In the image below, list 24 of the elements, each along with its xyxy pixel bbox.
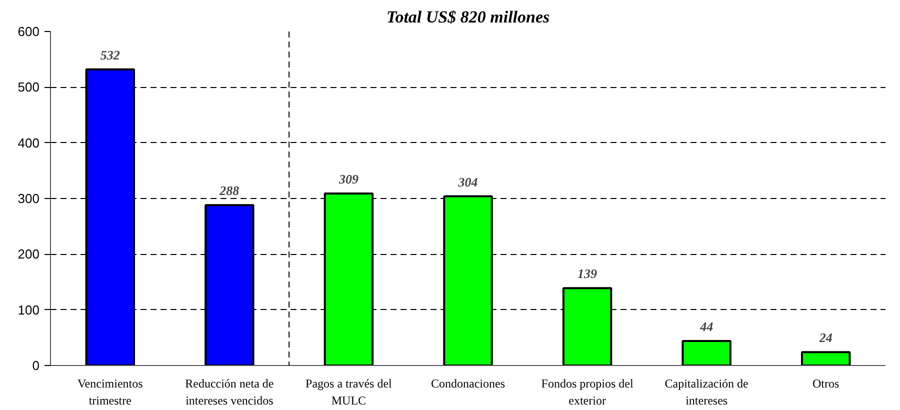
y-tick-label: 500 <box>18 80 40 95</box>
data-label: 309 <box>338 171 359 186</box>
data-label: 24 <box>818 330 833 346</box>
data-label: 139 <box>578 266 598 282</box>
data-label: 304 <box>457 174 478 190</box>
x-tick-label: Condonaciones <box>431 376 506 390</box>
data-label: 532 <box>100 47 120 62</box>
y-tick-label: 200 <box>18 246 40 262</box>
x-tick-label: Capitalización de intereses <box>664 376 748 408</box>
data-label: 44 <box>699 319 714 334</box>
data-label: 288 <box>218 183 240 198</box>
chart-title: Total US$ 820 millones <box>386 8 550 26</box>
x-tick-label: Reducción neta de intereses vencidos <box>185 376 274 408</box>
bar <box>801 351 851 366</box>
y-tick-label: 100 <box>18 302 40 318</box>
x-tick-label: Otros <box>812 376 840 390</box>
x-tick-label: Pagos a través del MULC <box>306 376 393 408</box>
y-tick-label: 300 <box>18 191 40 206</box>
bar <box>682 340 732 366</box>
y-tick-label: 600 <box>18 24 40 39</box>
x-tick-label: Fondos propios del exterior <box>541 376 634 408</box>
y-tick-label: 400 <box>18 135 40 150</box>
y-tick-label: 0 <box>32 358 40 373</box>
x-tick-label: Vencimientos trimestre <box>77 376 144 408</box>
